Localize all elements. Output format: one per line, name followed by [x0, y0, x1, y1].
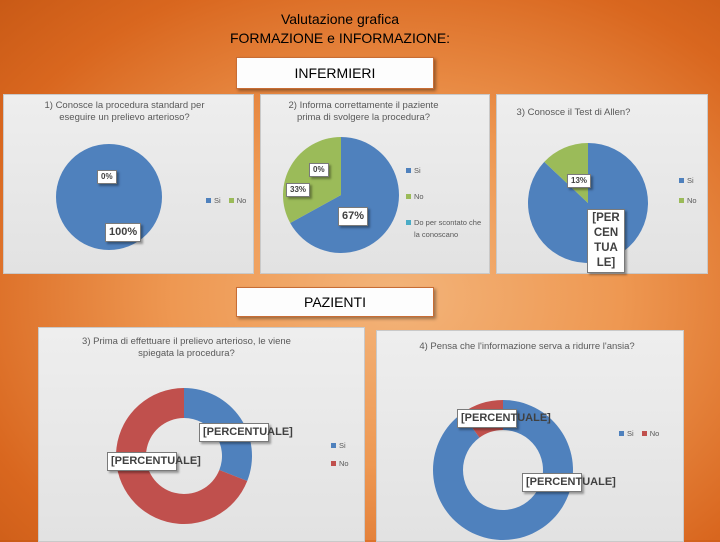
data-label-no: 13% [567, 174, 592, 188]
chart-panel-1: 1) Conosce la procedura standard per ese… [3, 94, 254, 274]
title-line-1: Valutazione grafica [280, 11, 400, 27]
title-line-2: FORMAZIONE e INFORMAZIONE: [229, 30, 451, 46]
legend-item-si: Si [331, 440, 349, 452]
data-label-do-per-scontato: 0% [309, 163, 329, 177]
chart-title-4: 3) Prima di effettuare il prelievo arter… [82, 336, 291, 359]
legend-item-si: Si [406, 165, 486, 177]
chart-panel-3: 3) Conosce il Test di Allen? 13% [PERCEN… [496, 94, 708, 274]
section-banner-nurses: INFERMIERI [236, 57, 434, 89]
pie-slice-no [544, 143, 588, 203]
pie-chart-2 [283, 137, 399, 254]
data-label-no: [PERCENTUALE] [107, 452, 201, 471]
legend-item-no: No [406, 191, 486, 203]
chart-title-5: 4) Pensa che l'informazione serva a ridu… [419, 341, 635, 352]
chart-legend-1: Si No [206, 195, 252, 207]
data-label-si: [PERCENTUALE] [522, 473, 616, 492]
legend-item-do-per-scontato: Do per scontato che la conoscano [406, 217, 486, 241]
data-label-si: [PERCENTUALE] [199, 423, 293, 442]
data-label-si: 67% [338, 207, 369, 226]
chart-panel-5: 4) Pensa che l'informazione serva a ridu… [376, 330, 684, 542]
section-banner-patients: PAZIENTI [236, 287, 434, 317]
data-label-no: [PERCENTUALE] [457, 409, 551, 428]
legend-item-no: No [331, 458, 349, 470]
data-label-si: [PERCENTUALE] [587, 209, 625, 273]
page-title: Valutazione grafica FORMAZIONE e INFORMA… [0, 10, 680, 48]
pie-chart-1 [56, 144, 162, 250]
chart-legend-4: Si No [331, 440, 349, 470]
legend-item-no: No [679, 195, 697, 207]
legend-item-si: Si [679, 175, 697, 187]
legend-item-no: No [228, 195, 246, 207]
pie-slice-si [290, 137, 399, 254]
doughnut-slice-no [116, 388, 248, 524]
chart-legend-3: Si No [679, 175, 697, 207]
legend-item-no: No [641, 428, 659, 440]
data-label-no: 33% [286, 183, 311, 197]
chart-panel-2: 2) Informa correttamente il paziente pri… [260, 94, 490, 274]
legend-item-si: Si [206, 195, 221, 207]
data-label-no: 0% [97, 170, 117, 184]
section-label-patients: PAZIENTI [304, 294, 366, 310]
chart-legend-5: Si No [619, 428, 665, 440]
pie-slice-no [283, 137, 341, 223]
chart-title-1: 1) Conosce la procedura standard per ese… [44, 100, 205, 123]
chart-panel-4: 3) Prima di effettuare il prelievo arter… [38, 327, 365, 542]
chart-legend-2: Si No Do per scontato che la conoscano [406, 165, 486, 241]
section-label-nurses: INFERMIERI [294, 65, 376, 81]
chart-title-2: 2) Informa correttamente il paziente pri… [288, 100, 439, 123]
chart-title-3: 3) Conosce il Test di Allen? [516, 107, 631, 118]
data-label-si: 100% [105, 223, 142, 242]
legend-item-si: Si [619, 428, 634, 440]
doughnut-slice-si [433, 400, 573, 540]
